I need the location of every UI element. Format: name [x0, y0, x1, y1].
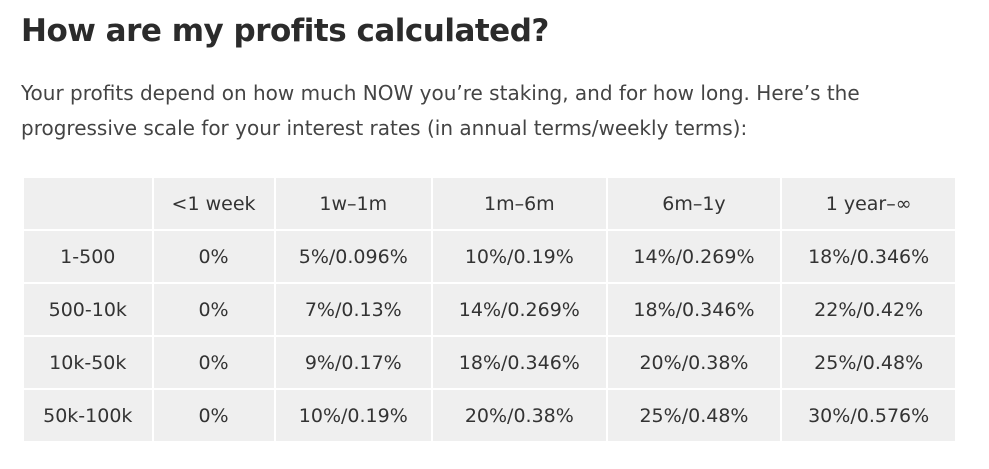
heading: How are my profits calculated? [21, 13, 549, 49]
table-cell: 25%/0.48% [780, 335, 957, 390]
table-cell: 14%/0.269% [605, 229, 783, 284]
table-cell [22, 176, 154, 231]
table-cell: 10%/0.19% [273, 388, 434, 443]
table-cell: 18%/0.346% [431, 335, 608, 390]
table-cell: 22%/0.42% [780, 282, 957, 337]
table-cell: 20%/0.38% [605, 335, 783, 390]
table-cell: 10k-50k [22, 335, 154, 390]
table-cell: 18%/0.346% [780, 229, 957, 284]
table-row: 1-500 0% 5%/0.096% 10%/0.19% 14%/0.269% 18%/0… [22, 229, 957, 284]
table-cell: 1-500 [22, 229, 154, 284]
table-row: 50k-100k 0% 10%/0.19% 20%/0.38% 25%/0.48% 30%… [22, 388, 957, 443]
table-cell: 10%/0.19% [431, 229, 608, 284]
table-cell: 50k-100k [22, 388, 154, 443]
table-cell: 25%/0.48% [605, 388, 783, 443]
table-cell: 500-10k [22, 282, 154, 337]
table-cell: 0% [151, 335, 276, 390]
table-cell: 9%/0.17% [273, 335, 434, 390]
table-cell: 30%/0.576% [780, 388, 957, 443]
table-cell: 14%/0.269% [431, 282, 608, 337]
table-cell: 0% [151, 282, 276, 337]
table-cell: 1m–6m [431, 176, 608, 231]
paragraph: Your profits depend on how much NOW you’… [21, 81, 860, 140]
table-cell: 5%/0.096% [273, 229, 434, 284]
table-cell: 20%/0.38% [431, 388, 608, 443]
table-cell: 7%/0.13% [273, 282, 434, 337]
table-cell: 1w–1m [273, 176, 434, 231]
table-cell: 0% [151, 229, 276, 284]
table-cell: 0% [151, 388, 276, 443]
table-cell: 6m–1y [605, 176, 783, 231]
table-cell: 1 year–∞ [780, 176, 957, 231]
table-cell: <1 week [151, 176, 276, 231]
header-row: <1 week 1w–1m 1m–6m 6m–1y 1 year–∞ [22, 176, 957, 231]
table-row: 500-10k 0% 7%/0.13% 14%/0.269% 18%/0.346% 22%… [22, 282, 957, 337]
table-cell: 18%/0.346% [605, 282, 783, 337]
rates-table: <1 week 1w–1m 1m–6m 6m–1y 1 year–∞ 1-500 0% 5%/… [22, 176, 957, 443]
table-row: 10k-50k 0% 9%/0.17% 18%/0.346% 20%/0.38% 25%/… [22, 335, 957, 390]
